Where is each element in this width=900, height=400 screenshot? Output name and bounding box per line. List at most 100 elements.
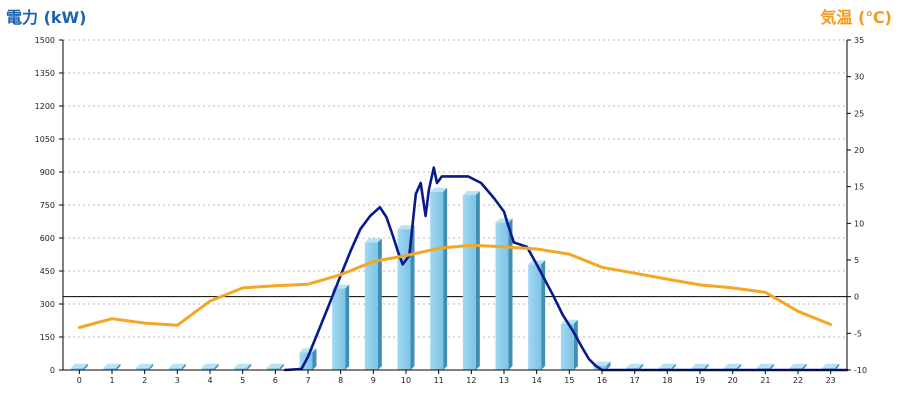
temperature-line xyxy=(77,243,833,329)
right-tick-label-5: 5 xyxy=(854,256,859,265)
bar-4 xyxy=(201,367,215,370)
bar-top-23 xyxy=(822,363,840,368)
bar-top-0 xyxy=(70,363,88,368)
x-tick-label-19: 19 xyxy=(695,376,705,385)
bar-side-9 xyxy=(377,238,382,370)
x-tick-label-3: 3 xyxy=(175,376,180,385)
bar-side-19 xyxy=(704,363,709,370)
bar-side-5 xyxy=(247,363,252,370)
x-tick-label-0: 0 xyxy=(77,376,82,385)
bar-side-15 xyxy=(573,319,578,370)
bar-top-4 xyxy=(201,363,219,368)
left-tick-label-0: 0 xyxy=(50,366,55,375)
bar-side-4 xyxy=(214,363,219,370)
bar-side-21 xyxy=(769,363,774,370)
bar-top-2 xyxy=(136,363,154,368)
right-tick-label-20: 20 xyxy=(854,146,864,155)
bar-side-8 xyxy=(345,284,350,370)
bar-side-11 xyxy=(443,187,448,370)
x-tick-label-20: 20 xyxy=(728,376,738,385)
bar-top-12 xyxy=(462,191,480,196)
bar-1 xyxy=(103,367,117,370)
x-tick-label-12: 12 xyxy=(466,376,476,385)
bar-3 xyxy=(168,367,182,370)
bar-top-21 xyxy=(756,363,774,368)
x-tick-label-10: 10 xyxy=(401,376,411,385)
right-tick-label-0: 0 xyxy=(854,293,859,302)
bar-side-0 xyxy=(83,363,88,370)
bar-top-22 xyxy=(789,363,807,368)
bar-side-14 xyxy=(541,260,546,370)
bar-side-16 xyxy=(606,361,611,370)
x-tick-label-8: 8 xyxy=(338,376,343,385)
x-tick-label-5: 5 xyxy=(240,376,245,385)
right-tick-label-35: 35 xyxy=(854,36,864,45)
grid-layer xyxy=(63,39,847,338)
bar-layer xyxy=(70,187,840,370)
bar-11 xyxy=(430,191,444,370)
left-tick-label-450: 450 xyxy=(40,267,55,276)
x-tick-label-18: 18 xyxy=(662,376,672,385)
right-tick-label-10: 10 xyxy=(854,219,864,228)
bar-14 xyxy=(528,264,542,370)
bar-15 xyxy=(560,323,574,370)
left-axis-title: 電力 (kW) xyxy=(6,8,87,27)
x-tick-label-4: 4 xyxy=(207,376,212,385)
left-tick-label-300: 300 xyxy=(40,300,55,309)
bar-top-11 xyxy=(430,187,448,192)
bar-side-17 xyxy=(639,363,644,370)
bar-top-16 xyxy=(593,361,611,366)
right-tick-label-25: 25 xyxy=(854,109,864,118)
bar-top-18 xyxy=(658,363,676,368)
bar-8 xyxy=(332,288,346,370)
bar-5 xyxy=(234,367,248,370)
bar-top-9 xyxy=(364,238,382,243)
bar-side-23 xyxy=(835,363,840,370)
left-tick-label-1350: 1350 xyxy=(35,69,55,78)
x-tick-label-23: 23 xyxy=(826,376,836,385)
left-tick-label-1200: 1200 xyxy=(35,102,55,111)
bar-2 xyxy=(136,367,150,370)
x-tick-label-15: 15 xyxy=(564,376,574,385)
left-tick-label-750: 750 xyxy=(40,201,55,210)
bar-top-20 xyxy=(724,363,742,368)
bar-10 xyxy=(397,229,411,370)
left-tick-label-900: 900 xyxy=(40,168,55,177)
bar-side-12 xyxy=(475,191,480,370)
x-tick-label-14: 14 xyxy=(532,376,542,385)
x-tick-label-22: 22 xyxy=(793,376,803,385)
right-axis-title: 気温 (℃) xyxy=(820,8,892,27)
bar-6 xyxy=(266,367,280,370)
x-tick-label-17: 17 xyxy=(630,376,640,385)
bar-side-20 xyxy=(737,363,742,370)
bar-side-3 xyxy=(181,363,186,370)
right-tick-label-15: 15 xyxy=(854,183,864,192)
x-tick-label-9: 9 xyxy=(371,376,376,385)
right-tick-label--10: -10 xyxy=(854,366,867,375)
x-tick-label-2: 2 xyxy=(142,376,147,385)
bar-side-22 xyxy=(802,363,807,370)
left-tick-label-1500: 1500 xyxy=(35,36,55,45)
bar-top-17 xyxy=(626,363,644,368)
bar-top-6 xyxy=(266,363,284,368)
bar-9 xyxy=(364,242,378,370)
left-tick-label-150: 150 xyxy=(40,333,55,342)
x-tick-label-7: 7 xyxy=(305,376,310,385)
bar-top-10 xyxy=(397,225,415,230)
bar-side-13 xyxy=(508,218,513,370)
x-tick-label-11: 11 xyxy=(434,376,444,385)
x-tick-label-6: 6 xyxy=(273,376,278,385)
left-tick-label-1050: 1050 xyxy=(35,135,55,144)
right-tick-label--5: -5 xyxy=(854,329,862,338)
bar-top-19 xyxy=(691,363,709,368)
bar-12 xyxy=(462,195,476,370)
bar-side-7 xyxy=(312,348,317,370)
bar-side-18 xyxy=(671,363,676,370)
right-tick-label-30: 30 xyxy=(854,73,864,82)
bar-side-10 xyxy=(410,225,415,370)
bar-13 xyxy=(495,222,509,370)
x-tick-label-16: 16 xyxy=(597,376,607,385)
bar-top-1 xyxy=(103,363,121,368)
bar-0 xyxy=(70,367,84,370)
